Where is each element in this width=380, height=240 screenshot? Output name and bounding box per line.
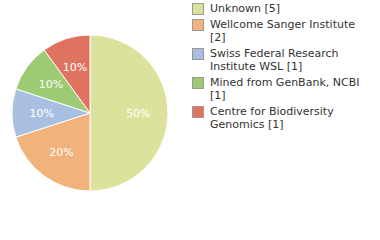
html-text:Swiss Federal Research Institu: Swiss Federal Research Institute WSL [1] [210,47,339,73]
html-text:Unknown [5]: Unknown [5] [210,2,281,15]
svg-text:50%: 50% [126,107,150,120]
html-text:Wellcome Sanger Institute [2]: Wellcome Sanger Institute [2] [210,18,355,44]
html-text:Mined from GenBank, NCBI [1]: Mined from GenBank, NCBI [1] [210,76,360,102]
svg-text:10%: 10% [39,78,63,91]
svg-text:20%: 20% [49,146,73,159]
html-text:Centre for Biodiversity Genomi: Centre for Biodiversity Genomics [1] [210,105,334,131]
svg-text:10%: 10% [29,107,53,120]
svg-text:10%: 10% [63,61,87,74]
